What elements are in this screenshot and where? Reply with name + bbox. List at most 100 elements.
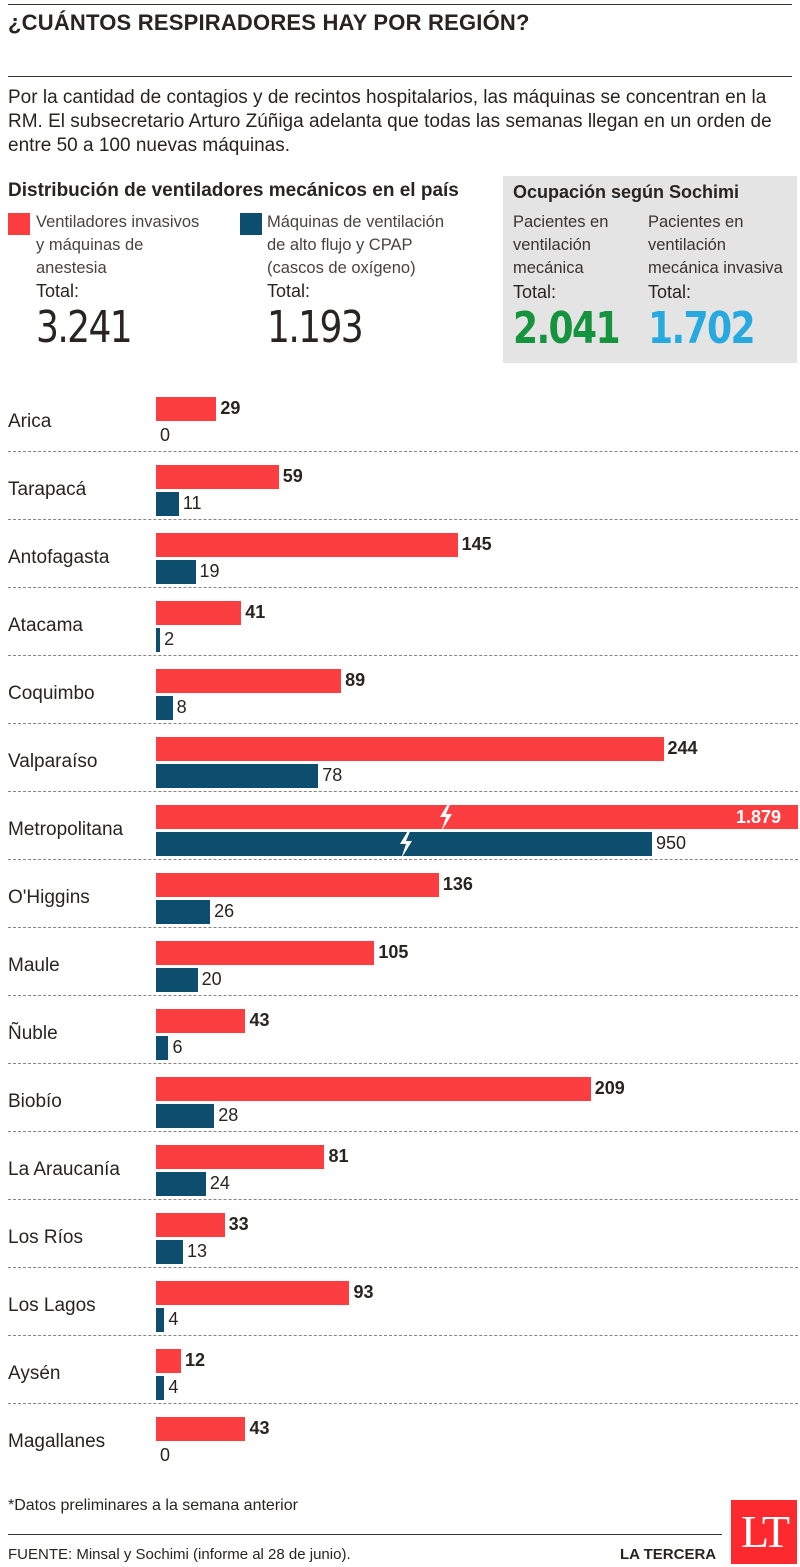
- value-label-invasive: 41: [245, 602, 266, 622]
- occupancy-invasive-line: ventilación: [648, 236, 726, 254]
- row-divider: [8, 519, 798, 520]
- row-divider: [8, 723, 798, 724]
- break-mark-icon: [400, 829, 412, 859]
- page-title: ¿CUÁNTOS RESPIRADORES HAY POR REGIÓN?: [8, 10, 530, 35]
- legend-highflow-line: Máquinas de ventilación: [267, 213, 445, 231]
- occupancy-invasive-total-value: 1.702: [648, 303, 756, 354]
- value-label-invasive: 93: [353, 1282, 374, 1302]
- occupancy-mechanical-line: mecánica: [513, 259, 584, 277]
- footnote: *Datos preliminares a la semana anterior: [8, 1497, 298, 1514]
- bar-highflow: [156, 900, 211, 924]
- row-divider: [8, 1199, 798, 1200]
- region-label: Los Ríos: [8, 1227, 83, 1248]
- value-label-highflow: 2: [164, 629, 175, 649]
- region-label: Valparaíso: [8, 751, 98, 772]
- row-divider: [8, 1131, 798, 1132]
- bar-invasive: [156, 1145, 325, 1169]
- bar-invasive: [156, 533, 458, 557]
- occupancy-mechanical-line: ventilación: [513, 236, 591, 254]
- brand-name: LA TERCERA: [620, 1546, 717, 1563]
- bar-invasive: [156, 941, 375, 965]
- occupancy-invasive-total-label: Total:: [648, 282, 692, 302]
- row-divider: [8, 587, 798, 588]
- bar-highflow: [156, 696, 173, 720]
- region-label: Magallanes: [8, 1431, 106, 1452]
- occupancy-box: Ocupación según Sochimi Pacientes en ven…: [503, 176, 797, 363]
- value-label-invasive: 81: [328, 1146, 349, 1166]
- value-label-highflow: 11: [182, 493, 202, 513]
- bar-highflow: [156, 1036, 169, 1060]
- bar-highflow: [156, 1172, 206, 1196]
- occupancy-invasive-line: Pacientes en: [648, 213, 744, 231]
- bar-invasive: [156, 1281, 350, 1305]
- bar-highflow: [156, 1104, 215, 1128]
- bar-invasive: [156, 669, 342, 693]
- highflow-total-label: Total:: [267, 281, 311, 301]
- bar-invasive: [156, 873, 439, 897]
- bar-highflow: [156, 1376, 165, 1400]
- break-mark-icon: [440, 802, 452, 832]
- value-label-highflow: 8: [176, 697, 187, 717]
- occupancy-mechanical-total-label: Total:: [513, 282, 557, 302]
- region-label: Atacama: [8, 615, 83, 636]
- legend-highflow-line: de alto flujo y CPAP: [267, 236, 413, 254]
- occupancy-invasive-line: mecánica invasiva: [648, 259, 783, 277]
- region-label: Arica: [8, 411, 52, 432]
- value-label-invasive: 43: [249, 1418, 270, 1438]
- footer-rule: [8, 1534, 722, 1535]
- value-label-invasive: 1.879: [736, 807, 782, 827]
- value-label-invasive: 12: [184, 1350, 205, 1370]
- bar-invasive: [156, 1417, 246, 1441]
- legend-swatch-invasive: [8, 213, 30, 235]
- value-label-highflow: 4: [168, 1309, 179, 1329]
- value-label-highflow: 950: [656, 833, 687, 853]
- intro-paragraph: Por la cantidad de contagios y de recint…: [8, 87, 772, 156]
- value-label-highflow: 26: [214, 901, 235, 921]
- legend-invasive-line: Ventiladores invasivos: [36, 213, 200, 231]
- value-label-highflow: 0: [160, 425, 171, 445]
- invasive-total-value: 3.241: [36, 302, 133, 353]
- distribution-title: Distribución de ventiladores mecánicos e…: [8, 180, 459, 201]
- title-rule: [8, 76, 792, 77]
- occupancy-mechanical-line: Pacientes en: [513, 213, 609, 231]
- region-label: Ñuble: [8, 1023, 58, 1044]
- region-label: Maule: [8, 955, 60, 976]
- occupancy-mechanical-label: Pacientes en ventilación mecánica: [513, 211, 608, 280]
- region-label: Los Lagos: [8, 1295, 96, 1316]
- region-label: Biobío: [8, 1091, 62, 1112]
- value-label-invasive: 43: [249, 1010, 270, 1030]
- top-rule: [8, 4, 792, 5]
- bar-highflow: [156, 1240, 184, 1264]
- legend-invasive: Ventiladores invasivos y máquinas de ane…: [36, 211, 199, 280]
- row-divider: [8, 995, 798, 996]
- value-label-highflow: 19: [199, 561, 220, 581]
- region-label: Antofagasta: [8, 547, 110, 568]
- bar-invasive: [156, 737, 664, 761]
- value-label-highflow: 28: [218, 1105, 239, 1125]
- row-divider: [8, 1063, 798, 1064]
- legend-highflow: Máquinas de ventilación de alto flujo y …: [267, 211, 444, 280]
- row-divider: [8, 791, 798, 792]
- legend-highflow-line: (cascos de oxígeno): [267, 259, 416, 277]
- occupancy-invasive-label: Pacientes en ventilación mecánica invasi…: [648, 211, 783, 280]
- bar-invasive: [156, 1349, 181, 1373]
- region-label: Coquimbo: [8, 683, 95, 704]
- value-label-invasive: 33: [228, 1214, 249, 1234]
- region-label: La Araucanía: [8, 1159, 120, 1180]
- bar-invasive: [156, 397, 217, 421]
- highflow-total-value: 1.193: [267, 302, 364, 353]
- value-label-highflow: 0: [160, 1445, 171, 1465]
- value-label-invasive: 89: [345, 670, 366, 690]
- bar-invasive: [156, 1213, 225, 1237]
- legend-invasive-line: y máquinas de: [36, 236, 144, 254]
- row-divider: [8, 1335, 798, 1336]
- region-label: O'Higgins: [8, 887, 90, 908]
- value-label-highflow: 6: [172, 1037, 183, 1057]
- occupancy-mechanical-total-value: 2.041: [513, 303, 621, 354]
- value-label-highflow: 78: [322, 765, 343, 785]
- value-label-invasive: 105: [378, 942, 409, 962]
- value-label-invasive: 136: [442, 874, 473, 894]
- row-divider: [8, 859, 798, 860]
- value-label-highflow: 20: [201, 969, 222, 989]
- legend-invasive-line: anestesia: [36, 259, 107, 277]
